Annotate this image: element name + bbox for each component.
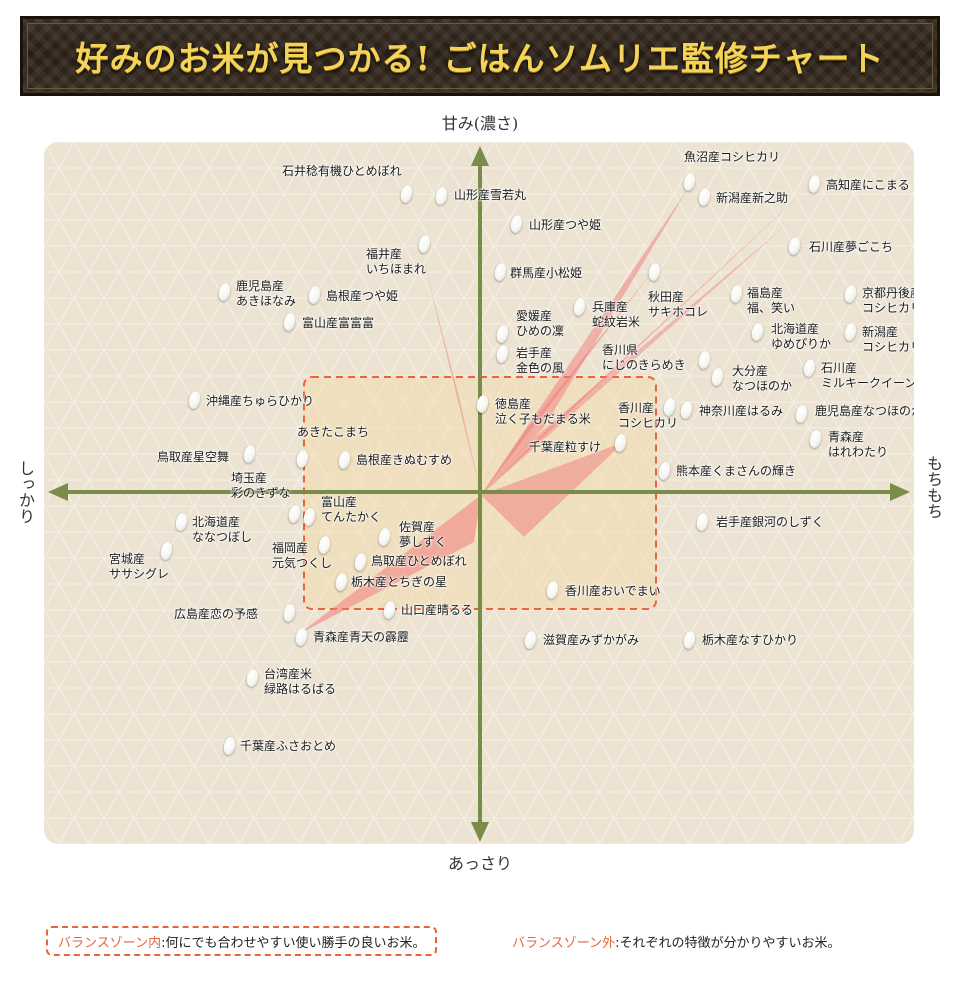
rice-item-label: 台湾産米 緑路はるばる bbox=[264, 667, 337, 696]
rice-item-label: 富山産富富富 bbox=[302, 316, 375, 330]
rice-item-label: 埼玉産 彩のきずな bbox=[231, 471, 291, 500]
fan-ray-uonuma bbox=[481, 187, 689, 495]
rice-item-label: 熊本産くまさんの輝き bbox=[676, 464, 797, 478]
fan-ray-niigata bbox=[481, 227, 784, 495]
title-banner: 好みのお米が見つかる! ごはんソムリエ監修チャート bbox=[20, 16, 940, 96]
rice-item-label: 石井稔有機ひとめぼれ bbox=[282, 164, 402, 178]
rice-item-label: 千葉産粒すけ bbox=[529, 440, 602, 454]
rice-item-label: 京都丹後産コシヒカリ bbox=[862, 286, 914, 315]
rice-item-label: 新潟産コシヒカリ bbox=[862, 325, 914, 354]
rice-item-label: 香川県 にじのきらめき bbox=[602, 343, 686, 372]
rice-item-label: 佐賀産 夢しずく bbox=[399, 520, 447, 549]
axis-label-right: もちもち bbox=[924, 455, 943, 519]
rice-item-label: 滋賀産みずかがみ bbox=[543, 633, 640, 647]
rice-item-label: 富山産 てんたかく bbox=[321, 495, 382, 524]
rice-item-label: 鳥取産ひとめぼれ bbox=[371, 554, 467, 568]
legend-outside-key: バランスゾーン外 bbox=[512, 935, 616, 951]
axis-arrow-left bbox=[48, 483, 68, 501]
rice-item-label: 福岡産 元気つくし bbox=[272, 541, 333, 570]
rice-item-label: 新潟産新之助 bbox=[716, 191, 789, 205]
rice-item-label: 青森産 はれわたり bbox=[828, 430, 889, 459]
rice-item-label: 秋田産 サキホコレ bbox=[648, 290, 709, 319]
rice-item-label: 岩手産銀河のしずく bbox=[716, 515, 824, 529]
rice-item-label: 魚沼産コシヒカリ bbox=[684, 150, 781, 164]
rice-item-label: 青森産青天の霹靂 bbox=[313, 630, 410, 644]
fan-ray-kochi bbox=[481, 182, 814, 495]
page-title: 好みのお米が見つかる! ごはんソムリエ監修チャート bbox=[75, 39, 885, 78]
title-banner-frame bbox=[27, 23, 933, 89]
rice-item-label: 香川産 コシヒカリ bbox=[618, 401, 679, 430]
fan-ray-chiba bbox=[481, 442, 624, 537]
rice-chart-area: 魚沼産コシヒカリ石井稔有機ひとめぼれ山形産雪若丸 新潟産新之助 高知産にこまる山形産… bbox=[44, 142, 914, 844]
legend-inside-zone: バランスゾーン内 :何にでも合わせやすい使い勝手の良いお米。 bbox=[46, 926, 438, 956]
rice-item-label: 大分産 なつほのか bbox=[732, 364, 793, 393]
legend-outside-zone: バランスゾーン外 :それぞれの特徴が分かりやすいお米。 bbox=[512, 926, 840, 956]
axis-arrow-up bbox=[471, 146, 489, 166]
rice-item-label: 北海道産 ゆめぴりか bbox=[771, 322, 832, 351]
rice-item-label: 山形産つや姫 bbox=[529, 218, 602, 232]
rice-item-label: 兵庫産 蛇紋岩米 bbox=[592, 300, 641, 329]
rice-item-label: 千葉産ふさおとめ bbox=[240, 739, 337, 753]
rice-item-label: 福島産 福、笑い bbox=[747, 286, 796, 315]
rice-item-label: 岩手産 金色の風 bbox=[516, 346, 565, 375]
rice-item-label: 香川産おいでまい bbox=[565, 584, 661, 598]
rice-item-label: 福井産 いちほまれ bbox=[366, 247, 427, 276]
rice-item-label: 島根産つや姫 bbox=[326, 289, 399, 303]
rice-item-label: 鳥取産星空舞 bbox=[157, 450, 230, 464]
fan-ray-aomori bbox=[299, 495, 481, 634]
rice-item-label: 沖縄産ちゅらひかり bbox=[206, 394, 315, 408]
rice-item-label: 徳島産 泣く子もだまる米 bbox=[495, 397, 591, 426]
rice-item-label: 神奈川産はるみ bbox=[699, 404, 784, 418]
rice-item-label: 愛媛産 ひめの凜 bbox=[516, 309, 565, 338]
fan-ray-tokushima bbox=[481, 397, 514, 495]
axis-label-left: しっかり bbox=[16, 460, 35, 524]
rice-item-label: 栃木産なすひかり bbox=[702, 633, 799, 647]
axis-arrow-right bbox=[890, 483, 910, 501]
rice-item-label: 山口産晴るる bbox=[401, 603, 474, 617]
legend-outside-desc: :それぞれの特徴が分かりやすいお米。 bbox=[615, 935, 841, 951]
rice-item-label: 島根産きぬむすめ bbox=[356, 453, 453, 467]
axis-arrow-down bbox=[471, 822, 489, 842]
rice-item-label: 高知産にこまる bbox=[826, 178, 910, 192]
axis-label-top: 甘み(濃さ) bbox=[441, 114, 519, 133]
legend-inside-desc: :何にでも合わせやすい使い勝手の良いお米。 bbox=[161, 935, 426, 951]
rice-item-label: 宮城産 ササシグレ bbox=[109, 552, 170, 581]
rice-item-label: あきたこまち bbox=[297, 425, 370, 439]
chart-overlay bbox=[48, 146, 910, 842]
rice-item-label: 鹿児島産なつほのか bbox=[815, 404, 914, 418]
rice-item-label: 北海道産 ななつぼし bbox=[192, 515, 253, 544]
rice-item-label: 山形産雪若丸 bbox=[454, 188, 527, 202]
rice-item-label: 石川産 ミルキークイーン bbox=[821, 361, 914, 390]
rice-item-label: 広島産恋の予感 bbox=[174, 607, 259, 621]
rice-item-label: 群馬産小松姫 bbox=[510, 266, 583, 280]
rice-item-label: 栃木産とちぎの星 bbox=[351, 575, 448, 589]
legend-inside-key: バランスゾーン内 bbox=[58, 935, 162, 951]
fan-ray-fukui bbox=[424, 262, 481, 495]
axis-label-bottom: あっさり bbox=[447, 854, 512, 873]
rice-item-label: 鹿児島産 あきほなみ bbox=[236, 279, 297, 308]
rice-item-label: 石川産夢ごこち bbox=[809, 240, 894, 254]
